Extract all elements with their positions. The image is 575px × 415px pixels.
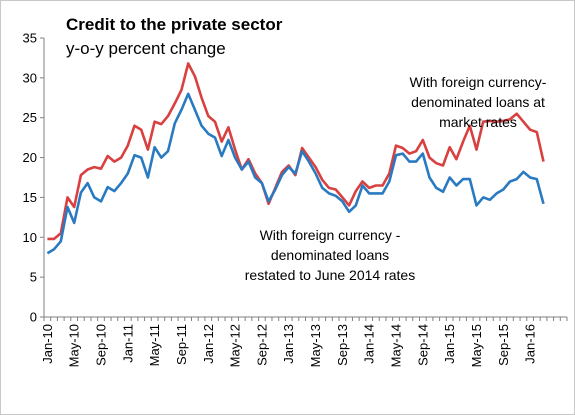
chart-subtitle: y-o-y percent change (66, 39, 226, 58)
x-tick-label: May-13 (308, 324, 323, 367)
y-tick-label: 25 (23, 110, 37, 125)
x-tick-label: Jan-16 (523, 324, 538, 364)
x-tick-label: Jan-14 (362, 324, 377, 364)
annotation-line: With foreign currency - (260, 227, 401, 243)
annotation-market-rates: With foreign currency-denominated loans … (410, 74, 547, 130)
x-tick-label: May-10 (67, 324, 82, 367)
x-tick-label: May-15 (469, 324, 484, 367)
y-tick-label: 15 (23, 190, 37, 205)
annotation-line: denominated loans at (411, 94, 545, 110)
y-tick-label: 30 (23, 70, 37, 85)
x-tick-label: Jan-15 (442, 324, 457, 364)
x-tick-label: May-11 (147, 324, 162, 366)
x-tick-label: May-12 (228, 324, 243, 367)
y-tick-label: 10 (23, 230, 37, 245)
series-layer (46, 62, 545, 255)
x-tick-label: May-14 (389, 324, 404, 367)
x-tick-label: Sep-15 (496, 324, 511, 366)
x-tick-label: Jan-10 (40, 324, 55, 364)
series-line-june-2014-rates (46, 92, 545, 255)
annotation-layer: With foreign currency-denominated loans … (245, 74, 547, 283)
y-tick-label: 0 (30, 310, 37, 325)
y-tick-label: 5 (30, 270, 37, 285)
annotation-line: denominated loans (271, 247, 389, 263)
x-tick-label: Sep-10 (93, 324, 108, 366)
x-tick-label: Jan-12 (201, 324, 216, 364)
y-tick-label: 20 (23, 150, 37, 165)
annotation-line: restated to June 2014 rates (245, 267, 415, 283)
series-line-market-rates (47, 62, 545, 241)
x-tick-label: Jan-11 (120, 324, 135, 363)
y-tick-label: 35 (23, 31, 37, 46)
x-tick-label: Sep-13 (335, 324, 350, 366)
annotation-line: With foreign currency- (410, 74, 547, 90)
x-tick-label: Jan-13 (281, 324, 296, 364)
annotation-line: market rates (439, 114, 517, 130)
x-tick-label: Sep-11 (174, 324, 189, 365)
axes: 0 5 10 15 20 25 30 35 Jan-10 May-10 Sep-10 Jan-11 Ma… (23, 31, 568, 367)
annotation-june-2014-rates: With foreign currency - denominated loans… (245, 227, 415, 283)
chart-title: Credit to the private sector (66, 15, 283, 34)
x-tick-label: Sep-12 (254, 324, 269, 366)
x-tick-label: Sep-14 (415, 324, 430, 366)
